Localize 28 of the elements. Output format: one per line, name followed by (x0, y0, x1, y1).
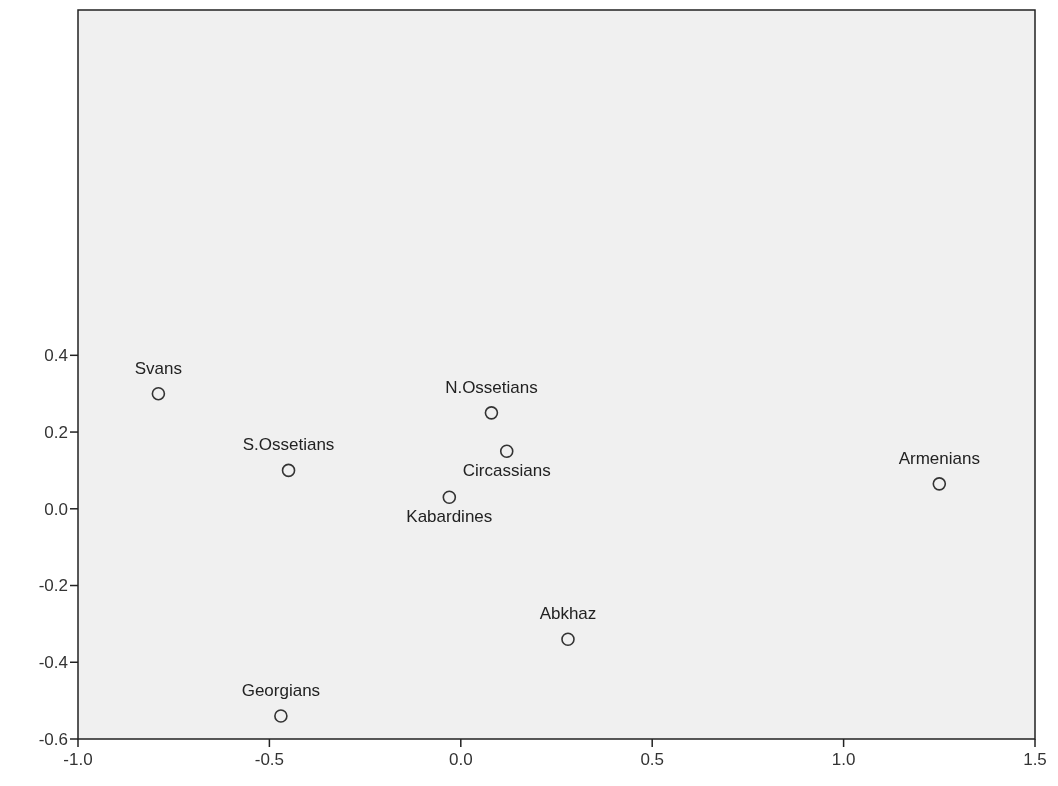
annotation: Svans (134, 358, 183, 378)
y-tick-label: -0.2 (38, 576, 68, 596)
annotation: Armenians (898, 448, 980, 468)
point (151, 386, 166, 401)
annotation: Circassians (462, 461, 551, 481)
annotation: N.Ossetians (445, 377, 538, 397)
point (442, 490, 457, 505)
x-tick-label: -0.5 (254, 750, 285, 769)
y-tick-label: 0.0 (44, 499, 68, 519)
point (932, 477, 947, 491)
y-tick-label: -0.4 (38, 653, 68, 673)
point (499, 444, 514, 459)
annotation: Georgians (241, 680, 321, 700)
annotation: Kabardines (406, 507, 493, 527)
x-tick-label: 0.5 (640, 750, 665, 769)
annotation: S.Ossetians (242, 435, 335, 455)
point (561, 632, 575, 647)
point (281, 463, 296, 478)
x-tick-label: 1.0 (831, 750, 856, 769)
y-tick-label: 0.4 (44, 346, 68, 366)
y-tick-label: 0.2 (44, 423, 68, 442)
point (484, 406, 499, 420)
x-tick-label: 1.5 (1023, 750, 1047, 769)
x-tick-label: -1.0 (63, 750, 93, 769)
y-tick-label: -0.6 (38, 729, 68, 749)
point (274, 709, 288, 723)
annotation: Abkhaz (539, 604, 597, 624)
x-tick-label: 0.0 (448, 750, 473, 769)
